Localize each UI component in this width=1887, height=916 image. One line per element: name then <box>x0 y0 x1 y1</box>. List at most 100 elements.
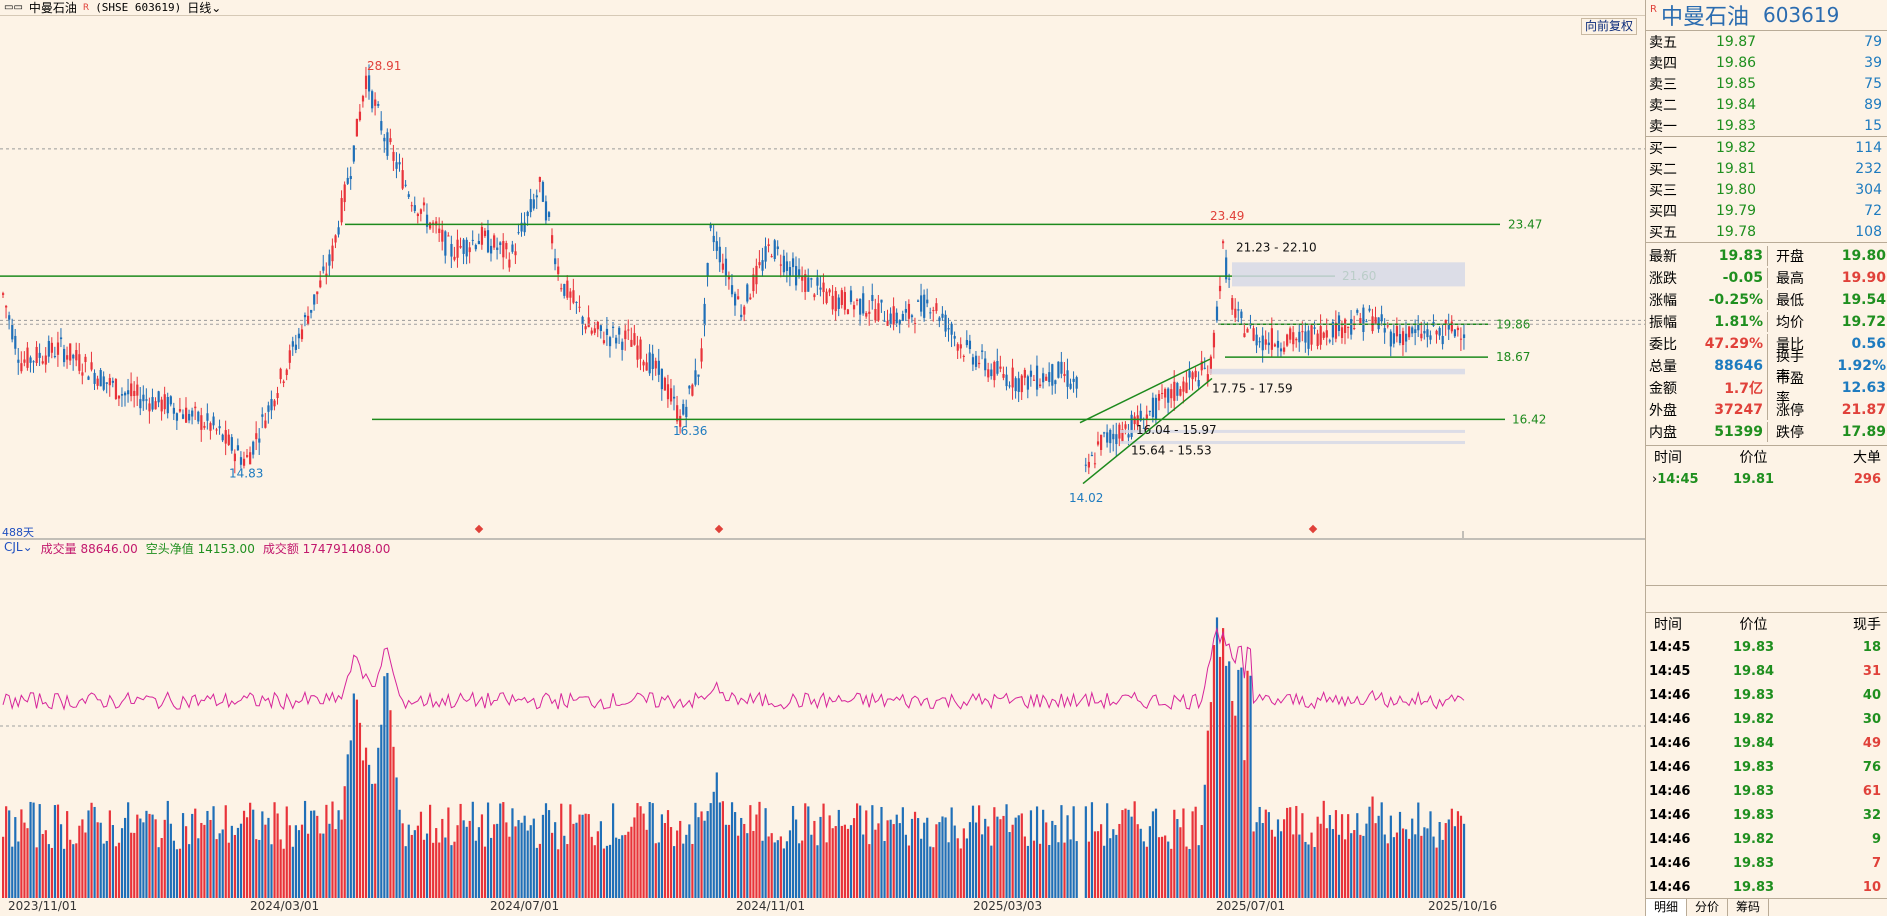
tick-row[interactable]: 14:46 19.82 9 <box>1646 827 1887 851</box>
tick-row[interactable]: 14:46 19.83 40 <box>1646 683 1887 707</box>
volume-bar <box>90 802 93 898</box>
window-controls-icon[interactable]: ▭▭ <box>4 2 23 13</box>
candle-body <box>1008 385 1011 387</box>
candle-body <box>1093 463 1097 465</box>
candle-body <box>160 399 163 412</box>
tab-chips[interactable]: 筹码 <box>1728 899 1770 916</box>
tab-price-dist[interactable]: 分价 <box>1687 899 1729 916</box>
volume-bar <box>474 840 477 898</box>
volume-bar <box>663 823 667 898</box>
candle-body <box>1100 434 1103 450</box>
volume-bar <box>261 811 264 898</box>
volume-bar <box>1161 836 1164 898</box>
volume-bar <box>398 809 401 898</box>
volume-bar <box>1307 844 1310 898</box>
volume-svg[interactable] <box>0 540 1645 898</box>
volume-bar <box>84 832 87 898</box>
candle-body <box>1301 331 1304 333</box>
indicator-selector[interactable]: CJL⌄ <box>4 540 33 556</box>
big-order-row[interactable]: ›14:45 19.81 296 <box>1646 468 1887 490</box>
extreme-price-label: 14.02 <box>1069 491 1103 505</box>
volume-bar <box>355 699 358 898</box>
candle-body <box>517 232 520 234</box>
candle-body <box>1035 365 1039 390</box>
volume-bar <box>825 842 828 898</box>
bid-book: 买一 19.82 114 买二 19.81 232 买三 19.80 304 买四 19.79… <box>1646 137 1887 243</box>
candle-body <box>1350 318 1353 335</box>
tick-row[interactable]: 14:46 19.84 49 <box>1646 731 1887 755</box>
volume-bar <box>38 804 41 898</box>
tick-row[interactable]: 14:46 19.83 32 <box>1646 803 1887 827</box>
tick-row[interactable]: 14:46 19.83 7 <box>1646 851 1887 875</box>
candle-body <box>273 400 276 407</box>
candle-body <box>639 339 642 359</box>
price-zone <box>1120 429 1465 433</box>
tick-price: 19.83 <box>1732 855 1775 871</box>
candle-body <box>547 212 551 217</box>
candle-body <box>1179 388 1182 396</box>
volume-bar <box>346 754 349 898</box>
candle-body <box>1212 332 1216 348</box>
candle-body <box>767 244 770 246</box>
stat-key: 最低 <box>1767 290 1807 310</box>
volume-bar <box>1020 813 1023 898</box>
candle-body <box>538 177 541 182</box>
candle-body <box>1133 416 1136 425</box>
candle-body <box>175 413 179 421</box>
stat-key: 涨幅 <box>1649 293 1677 309</box>
candle-body <box>20 363 23 372</box>
volume-bar <box>432 842 435 898</box>
candle-body <box>1307 330 1310 349</box>
candle-body <box>755 265 758 285</box>
candles-group <box>2 64 1466 475</box>
tick-row[interactable]: 14:46 19.82 30 <box>1646 707 1887 731</box>
period-selector[interactable]: 日线⌄ <box>187 0 221 16</box>
candle-body <box>416 213 419 217</box>
candle-body <box>99 370 102 387</box>
volume-bar <box>1142 841 1145 898</box>
volume-bar <box>547 810 551 898</box>
volume-bar <box>56 804 60 898</box>
volume-bar <box>544 803 548 898</box>
volume-bar <box>294 825 297 898</box>
candle-body <box>913 323 917 325</box>
candle-body <box>852 305 856 310</box>
restore-adjust-button[interactable]: 向前复权 <box>1580 18 1637 35</box>
volume-bar <box>560 803 563 898</box>
volume-bar <box>1374 823 1377 898</box>
candle-body <box>154 401 157 410</box>
net-short-value: 空头净值 14153.00 <box>145 542 255 556</box>
price-zone <box>1210 368 1465 375</box>
candle-body <box>1017 378 1020 392</box>
candle-body <box>1103 432 1106 434</box>
candle-body <box>1392 333 1395 344</box>
tick-row[interactable]: 14:46 19.83 76 <box>1646 755 1887 779</box>
volume-bar <box>752 830 755 898</box>
volume-bar <box>810 834 813 898</box>
volume-bar <box>413 830 416 898</box>
tick-row[interactable]: 14:45 19.84 31 <box>1646 659 1887 683</box>
volume-chart[interactable] <box>0 540 1645 898</box>
date-tick: 2025/10/16 <box>1428 899 1498 913</box>
tab-detail[interactable]: 明细 <box>1646 899 1688 916</box>
volume-bar <box>249 802 252 898</box>
volume-bar <box>1075 841 1078 898</box>
tick-row[interactable]: 14:46 19.83 61 <box>1646 779 1887 803</box>
volume-bar <box>1048 844 1051 898</box>
tick-row[interactable]: 14:45 19.83 18 <box>1646 635 1887 659</box>
stat-row: 外盘 37247 涨停 21.87 <box>1646 399 1887 421</box>
candle-body <box>1042 373 1045 383</box>
r-mark: R <box>82 2 90 13</box>
candle-body <box>1264 339 1267 345</box>
stat-key: 跌停 <box>1767 422 1807 442</box>
candle-body <box>1185 382 1188 394</box>
volume-bar <box>514 826 517 898</box>
candle-body <box>1218 285 1222 292</box>
volume-bar <box>361 760 365 898</box>
volume-bar <box>1167 841 1170 898</box>
volume-bar <box>1197 845 1200 898</box>
tick-row[interactable]: 14:46 19.83 10 <box>1646 875 1887 899</box>
volume-bar <box>572 823 575 898</box>
